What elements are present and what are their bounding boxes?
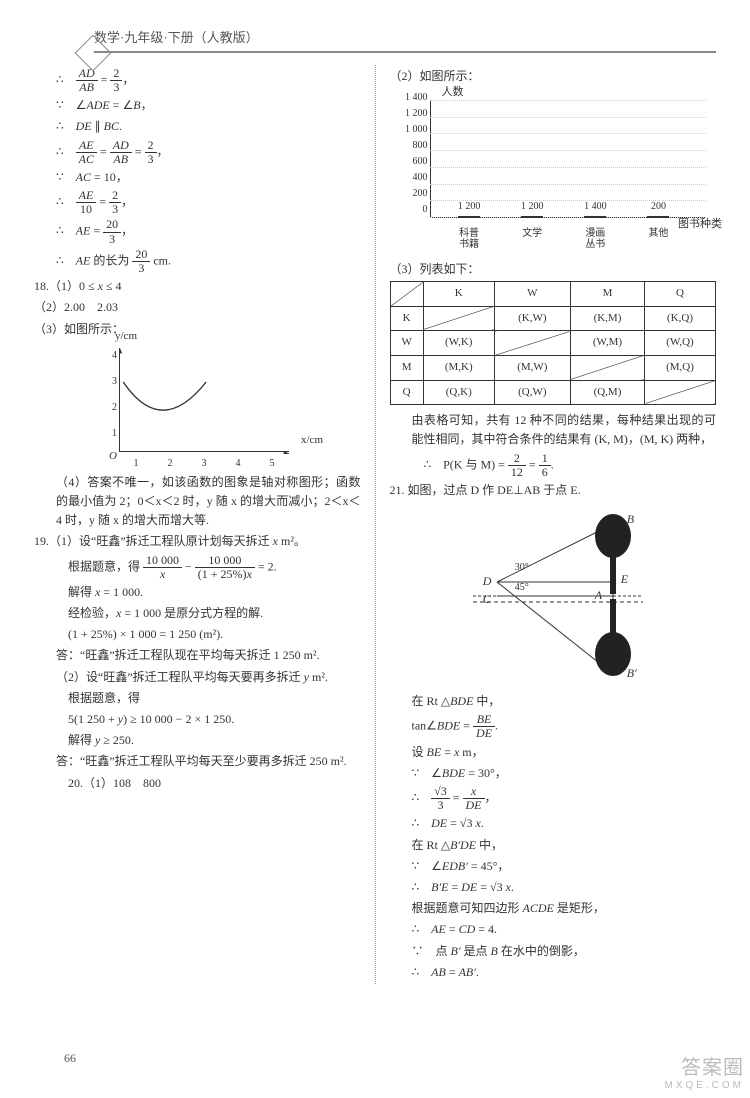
- q20-prob: ∴ P(K 与 M) = 212 = 16.: [390, 452, 717, 479]
- school-logo: [80, 40, 106, 72]
- q19-1c: 解得 x = 1 000.: [34, 583, 361, 602]
- q21-line: 在 Rt △B′DE 中，: [390, 836, 717, 855]
- bar-chart: 人数 02004006008001 0001 2001 400 1 2001 2…: [394, 90, 711, 250]
- prob-table: KWMQK(K,W)(K,M)(K,Q)W(W,K)(W,M)(W,Q)M(M,…: [390, 281, 717, 405]
- q21-line: 在 Rt △BDE 中，: [390, 692, 717, 711]
- header-title: 数学·九年级·下册（人教版）: [94, 30, 259, 45]
- proof-line: ∴ AE 的长为 203 cm.: [34, 248, 361, 275]
- q21-diagram: D C A E B B′ 30° 45°: [443, 504, 663, 684]
- page: 数学·九年级·下册（人教版） ∴ ADAB = 23，∵ ∠ADE = ∠B，∴…: [0, 0, 750, 1098]
- q20-3: （3）列表如下：: [390, 260, 717, 279]
- q21-line: ∵ 点 B′ 是点 B 在水中的倒影，: [390, 942, 717, 961]
- bar: 1 200: [438, 199, 501, 218]
- q21-line: ∵ ∠BDE = 30°，: [390, 764, 717, 783]
- q21-line: ∴ DE = √3 x.: [390, 814, 717, 833]
- proof-line: ∵ ∠ADE = ∠B，: [34, 96, 361, 115]
- q19-2d: 解得 y ≥ 250.: [34, 731, 361, 750]
- chart-ylabel: y/cm: [115, 328, 137, 346]
- q20-2: （2）如图所示：: [390, 67, 717, 86]
- q18-3: （3）如图所示：: [34, 320, 361, 339]
- bc-xtitle: 图书种类: [678, 216, 722, 234]
- header: 数学·九年级·下册（人教版）: [94, 28, 716, 55]
- page-number: 66: [64, 1049, 76, 1068]
- q21-line: 根据题意可知四边形 ACDE 是矩形，: [390, 899, 717, 918]
- q20: 20.（1）108 800: [34, 774, 361, 793]
- proof-line: ∴ AEAC = ADAB = 23，: [34, 139, 361, 166]
- left-column: ∴ ADAB = 23，∵ ∠ADE = ∠B，∴ DE ∥ BC.∴ AEAC…: [34, 65, 361, 984]
- q18-1: 18.（1）0 ≤ x ≤ 4: [34, 277, 361, 296]
- q20-text: 由表格可知，共有 12 种不同的结果，每种结果出现的可能性相同，其中符合条件的结…: [390, 411, 717, 449]
- q21-line: ∴ AE = CD = 4.: [390, 920, 717, 939]
- q21-line: ∴ B′E = DE = √3 x.: [390, 878, 717, 897]
- q21-a: 21. 如图，过点 D 作 DE⊥AB 于点 E.: [390, 481, 717, 500]
- right-column: （2）如图所示： 人数 02004006008001 0001 2001 400…: [390, 65, 717, 984]
- bar: 1 200: [501, 199, 564, 218]
- q19-2b: 根据题意，得: [34, 689, 361, 708]
- q19-1f: 答：“旺鑫”拆迁工程队现在平均每天拆迁 1 250 m².: [34, 646, 361, 665]
- q19-1a: 19.（1）设“旺鑫”拆迁工程队原计划每天拆迁 x m²。: [34, 532, 361, 551]
- q21-line: ∴ √33 = xDE，: [390, 785, 717, 812]
- q19-1b: 根据题意，得 10 000x − 10 000(1 + 25%)x = 2.: [34, 554, 361, 581]
- bar: 200: [627, 199, 690, 218]
- q21-line: 设 BE = x m，: [390, 743, 717, 762]
- proof-line: ∴ DE ∥ BC.: [34, 117, 361, 136]
- bc-ytitle: 人数: [442, 84, 464, 102]
- q19-1d: 经检验，x = 1 000 是原分式方程的解.: [34, 604, 361, 623]
- q18-chart: y/cm 1234 O 12345 x/cm: [94, 341, 294, 471]
- q19-2c: 5(1 250 + y) ≥ 10 000 − 2 × 1 250.: [34, 710, 361, 729]
- q21-line: ∴ AB = AB′.: [390, 963, 717, 982]
- q21-line: tan∠BDE = BEDE.: [390, 713, 717, 740]
- watermark: 答案圈 MXQE.COM: [664, 1056, 744, 1092]
- proof-line: ∴ AE10 = 23，: [34, 189, 361, 216]
- bar: 1 400: [564, 199, 627, 218]
- q19-2e: 答：“旺鑫”拆迁工程队平均每天至少要再多拆迁 250 m².: [34, 752, 361, 771]
- q19-2a: （2）设“旺鑫”拆迁工程队平均每天要再多拆迁 y m².: [34, 668, 361, 687]
- q19-1e: (1 + 25%) × 1 000 = 1 250 (m²).: [34, 625, 361, 644]
- proof-line: ∴ AE = 203，: [34, 218, 361, 245]
- proof-line: ∵ AC = 10，: [34, 168, 361, 187]
- q21-line: ∵ ∠EDB′ = 45°，: [390, 857, 717, 876]
- q18-note: （4）答案不唯一，如该函数的图象是轴对称图形；函数的最小值为 2；0＜x＜2 时…: [34, 473, 361, 531]
- q18-2: （2）2.00 2.03: [34, 298, 361, 317]
- chart-xlabel: x/cm: [301, 432, 323, 450]
